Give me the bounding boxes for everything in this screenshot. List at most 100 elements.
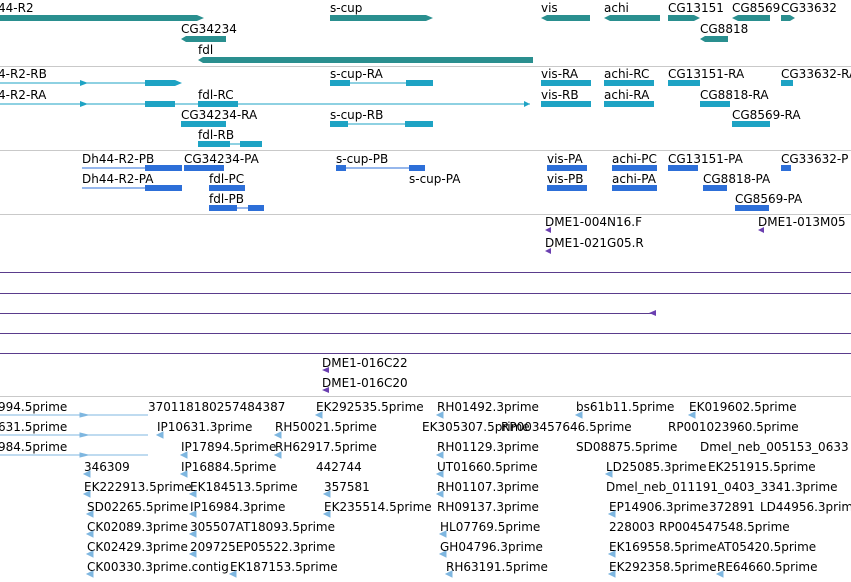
est-label[interactable]: 209725EP05522.3prime [190, 540, 336, 554]
transcript-label-achi-ra[interactable]: achi-RA [604, 88, 650, 102]
transcript-label-cg8818-ra[interactable]: CG8818-RA [700, 88, 769, 102]
est-label[interactable]: LD44956.3prime [760, 500, 851, 514]
est-label[interactable]: EK222913.5prime [84, 480, 192, 494]
gene-label-vis[interactable]: vis [541, 1, 558, 15]
clone-glyphs[interactable] [322, 227, 764, 393]
est-label[interactable]: CK00330.3prime.contig [87, 560, 229, 574]
clone-label-016c20[interactable]: DME1-016C20 [322, 376, 408, 390]
transcript-label-cg8569-ra[interactable]: CG8569-RA [732, 108, 801, 122]
gene-label-fdl[interactable]: fdl [198, 43, 214, 57]
protein-label-fdl-pc[interactable]: fdl-PC [209, 172, 245, 186]
est-label[interactable]: RP001023960.5prime [668, 420, 799, 434]
protein-label-scup-pb[interactable]: s-cup-PB [336, 152, 389, 166]
gene-label-cg34234[interactable]: CG34234 [181, 22, 237, 36]
gene-label-cg33632[interactable]: CG33632 [781, 1, 837, 15]
est-label[interactable]: HL07769.5prime [440, 520, 541, 534]
est-label[interactable]: LD25085.3prime [606, 460, 707, 474]
clone-span-line[interactable] [0, 313, 655, 314]
clone-span-line[interactable] [0, 293, 851, 294]
protein-label-cg13151-pa[interactable]: CG13151-PA [668, 152, 743, 166]
clone-label-016c22[interactable]: DME1-016C22 [322, 356, 408, 370]
est-label[interactable]: RE64660.5prime [717, 560, 818, 574]
gene-label-cg8818[interactable]: CG8818 [700, 22, 749, 36]
protein-label-cg33632-p[interactable]: CG33632-P [781, 152, 849, 166]
est-label[interactable]: EK184513.5prime [190, 480, 298, 494]
est-label[interactable]: Dmel_neb_011191_0403_3341.3prime [606, 480, 838, 494]
est-label[interactable]: 994.5prime [0, 400, 68, 414]
protein-label-achi-pc[interactable]: achi-PC [612, 152, 657, 166]
est-label[interactable]: EK235514.5prime [324, 500, 432, 514]
protein-label-vis-pa[interactable]: vis-PA [547, 152, 583, 166]
transcript-label-scup-ra[interactable]: s-cup-RA [330, 67, 383, 81]
clone-label-004n16[interactable]: DME1-004N16.F [545, 215, 643, 229]
est-label[interactable]: EK187153.5prime [230, 560, 338, 574]
clone-span-line[interactable] [0, 333, 851, 334]
transcript-label-fdl-rb[interactable]: fdl-RB [198, 128, 235, 142]
est-label[interactable]: RP004547548.5prime [659, 520, 790, 534]
est-label[interactable]: EK305307.5prime [422, 420, 530, 434]
protein-label-fdl-pb[interactable]: fdl-PB [209, 192, 244, 206]
transcript-label-vis-ra[interactable]: vis-RA [541, 67, 579, 81]
est-label[interactable]: IP10631.3prime [157, 420, 253, 434]
est-label[interactable]: Dmel_neb_005153_0633 [700, 440, 849, 454]
est-label[interactable]: RH63191.5prime [446, 560, 548, 574]
est-label[interactable]: 370118180257484387 [148, 400, 286, 414]
est-label[interactable]: RH62917.5prime [275, 440, 377, 454]
protein-label-cg8818-pa[interactable]: CG8818-PA [703, 172, 771, 186]
gene-label-scup[interactable]: s-cup [330, 1, 363, 15]
gene-label-cg13151[interactable]: CG13151 [668, 1, 724, 15]
transcript-cyan-glyphs[interactable] [0, 80, 793, 147]
est-label[interactable]: IP16884.5prime [181, 460, 277, 474]
transcript-label-rb[interactable]: 4-R2-RB [0, 67, 47, 81]
est-label[interactable]: CK02429.3prime [87, 540, 188, 554]
protein-label-dh44-pb[interactable]: Dh44-R2-PB [82, 152, 155, 166]
est-label[interactable]: EK019602.5prime [689, 400, 797, 414]
est-label[interactable]: RP003457646.5prime [501, 420, 632, 434]
gene-label-cg8569[interactable]: CG8569 [732, 1, 781, 15]
est-label[interactable]: AT05420.5prime [717, 540, 817, 554]
est-label[interactable]: 631.5prime [0, 420, 68, 434]
est-label[interactable]: EK169558.5prime [609, 540, 717, 554]
est-label[interactable]: EP14906.3prime [609, 500, 709, 514]
est-label[interactable]: EK292535.5prime [316, 400, 424, 414]
protein-label-dh44-pa[interactable]: Dh44-R2-PA [82, 172, 154, 186]
est-label[interactable]: 984.5prime [0, 440, 68, 454]
est-label[interactable]: 357581 [324, 480, 370, 494]
est-label[interactable]: CK02089.3prime [87, 520, 188, 534]
gene-label-achi[interactable]: achi [604, 1, 629, 15]
est-label[interactable]: 228003 [609, 520, 655, 534]
clone-span-line[interactable] [0, 272, 851, 273]
transcript-blue-glyphs[interactable] [82, 165, 791, 211]
est-label[interactable]: RH01107.3prime [437, 480, 539, 494]
protein-label-vis-pb[interactable]: vis-PB [547, 172, 584, 186]
transcript-label-ra[interactable]: 4-R2-RA [0, 88, 47, 102]
est-label[interactable]: GH04796.3prime [440, 540, 543, 554]
transcript-label-cg34234-ra[interactable]: CG34234-RA [181, 108, 258, 122]
gene-glyphs[interactable] [0, 15, 795, 63]
protein-label-cg8569-pa[interactable]: CG8569-PA [735, 192, 803, 206]
protein-label-cg34234-pa[interactable]: CG34234-PA [184, 152, 259, 166]
est-label[interactable]: RH01492.3prime [437, 400, 539, 414]
protein-label-achi-pa[interactable]: achi-PA [612, 172, 656, 186]
est-label[interactable]: 442744 [316, 460, 362, 474]
est-label[interactable]: SD02265.5prime [87, 500, 189, 514]
est-label[interactable]: 305507AT18093.5prime [190, 520, 335, 534]
transcript-label-scup-rb[interactable]: s-cup-RB [330, 108, 384, 122]
transcript-label-achi-rc[interactable]: achi-RC [604, 67, 650, 81]
est-label[interactable]: RH01129.3prime [437, 440, 539, 454]
est-label[interactable]: EK292358.5prime [609, 560, 717, 574]
transcript-label-vis-rb[interactable]: vis-RB [541, 88, 579, 102]
est-label[interactable]: UT01660.5prime [437, 460, 538, 474]
est-label[interactable]: SD08875.5prime [576, 440, 678, 454]
est-label[interactable]: RH50021.5prime [275, 420, 377, 434]
clone-span-line[interactable] [0, 353, 851, 354]
gene-label-dh44[interactable]: 44-R2 [0, 1, 34, 15]
protein-label-scup-pa[interactable]: s-cup-PA [409, 172, 461, 186]
est-label[interactable]: RH09137.3prime [437, 500, 539, 514]
est-label[interactable]: IP16984.3prime [190, 500, 286, 514]
est-label[interactable]: IP17894.5prime [181, 440, 277, 454]
transcript-label-cg13151-ra[interactable]: CG13151-RA [668, 67, 745, 81]
clone-label-013m05[interactable]: DME1-013M05 [758, 215, 846, 229]
transcript-label-fdl-rc[interactable]: fdl-RC [198, 88, 234, 102]
